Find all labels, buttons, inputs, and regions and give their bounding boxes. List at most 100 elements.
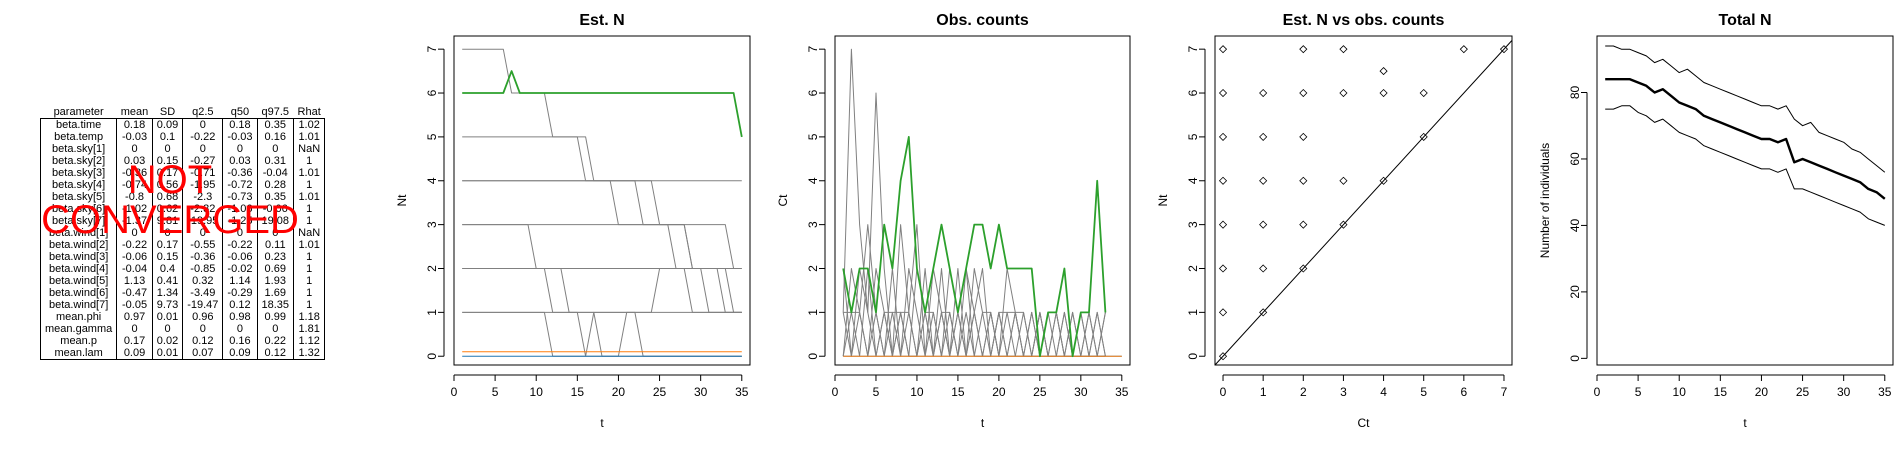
column-header: q97.5 (261, 106, 290, 118)
y-tick-label: 1 (1186, 309, 1200, 316)
table-cell: 0.62 (151, 203, 184, 215)
y-tick-label: 2 (425, 265, 439, 272)
table-cell: 0.16 (256, 131, 295, 143)
series-line (1605, 105, 1885, 226)
chart-title: Est. N (579, 12, 624, 29)
series-line (462, 136, 742, 269)
table-cell: 0.12 (182, 335, 224, 347)
x-tick-label: 20 (1755, 385, 1769, 399)
table-cell: 1.14 (222, 275, 258, 287)
table-cell: 0.99 (256, 311, 295, 323)
table-cell: 0.22 (256, 335, 295, 347)
table-cell: 0.09 (151, 118, 184, 131)
table-cell: 0.02 (151, 335, 184, 347)
table-cell: 0.07 (182, 347, 224, 360)
column-header: parameter (53, 106, 104, 118)
y-tick-label: 6 (1186, 89, 1200, 96)
table-row: beta.sky[3] -0.36 0.17 -0.71 -0.36 -0.04 1.01 (39, 167, 326, 179)
x-tick-label: 5 (873, 385, 880, 399)
table-row: beta.sky[5] -0.8 0.68 -2.3 -0.73 0.35 1.01 (39, 191, 326, 203)
y-tick-label: 7 (425, 46, 439, 53)
scatter-point (1339, 220, 1348, 229)
scatter-point (1218, 88, 1228, 98)
table-row: mean.p 0.17 0.02 0.12 0.16 0.22 1.12 (39, 335, 326, 347)
scatter-point (1339, 176, 1348, 185)
y-tick-label: 3 (806, 221, 820, 228)
scatter-point (1259, 88, 1268, 98)
scatter-point (1419, 88, 1428, 98)
y-tick-label: 1 (425, 309, 439, 316)
identity-line (1214, 40, 1513, 366)
y-tick-label: 0 (1568, 355, 1582, 362)
scatter-point (1299, 132, 1308, 141)
table-cell: 0.03 (222, 155, 258, 167)
plot-frame (1214, 35, 1513, 366)
table-cell: 1 (293, 299, 326, 311)
x-tick-label: 10 (1673, 385, 1687, 399)
table-cell: beta.time (39, 118, 118, 131)
parameter-table-panel: parameter mean SD q2.5 q50 q97.5 Rhat beta.tim… (39, 106, 370, 360)
y-tick-label: 7 (806, 46, 820, 53)
scatter-point (1299, 176, 1308, 185)
series-line (462, 70, 743, 138)
x-tick-label: 2 (1300, 385, 1307, 399)
table-cell: beta.wind[7] (39, 299, 118, 311)
x-tick-label: 0 (1220, 385, 1227, 399)
x-tick-label: 4 (1380, 385, 1387, 399)
table-cell: -0.03 (222, 131, 258, 143)
scatter-point (1299, 220, 1308, 229)
table-cell: 1 (293, 263, 326, 275)
y-tick-label: 0 (425, 353, 439, 360)
table-row: beta.sky[1] 0 0 0 0 0 NaN (39, 143, 326, 155)
scatter-point (1259, 264, 1268, 273)
table-cell: -2.3 (182, 191, 224, 203)
table-cell: 0.69 (256, 263, 295, 275)
series-line (462, 180, 742, 313)
x-tick-label: 15 (951, 385, 965, 399)
table-cell: 1.02 (293, 118, 326, 131)
scatter-point (1419, 132, 1428, 141)
column-header: q50 (230, 106, 250, 118)
table-row: beta.wind[6] -0.47 1.34 -3.49 -0.29 1.69 1 (39, 287, 326, 299)
table-cell: beta.temp (39, 131, 118, 143)
x-tick-label: 35 (1115, 385, 1129, 399)
x-tick-label: 35 (1878, 385, 1892, 399)
scatter-point (1339, 45, 1348, 54)
table-cell: 18.35 (256, 299, 295, 311)
table-cell: -0.8 (116, 191, 153, 203)
y-axis-label: Number of individuals (1538, 143, 1552, 258)
table-cell: NaN (293, 227, 326, 239)
chart-panel: Est. N 0 5 10 15 20 25 30 35 0 1 2 3 4 5 6 7 t Nt (395, 12, 751, 430)
table-cell: 1.01 (293, 131, 326, 143)
table-row: mean.phi 0.97 0.01 0.96 0.98 0.99 1.18 (39, 311, 326, 323)
series-line (1605, 45, 1886, 173)
scatter-point (1259, 220, 1268, 229)
scatter-point (1299, 45, 1308, 54)
table-row: beta.wind[4] -0.04 0.4 -0.85 -0.02 0.69 1 (39, 263, 326, 275)
y-tick-label: 0 (806, 353, 820, 360)
x-tick-label: 0 (1594, 385, 1601, 399)
table-cell: -1.37 (116, 215, 153, 227)
table-cell: mean.gamma (39, 323, 118, 335)
y-tick-label: 3 (425, 221, 439, 228)
x-tick-label: 5 (1420, 385, 1427, 399)
table-row: beta.sky[4] -0.74 0.56 -1.95 -0.72 0.28 1 (39, 179, 326, 191)
table-cell: -0.55 (182, 239, 224, 251)
table-cell: 0.96 (182, 311, 224, 323)
series-line (842, 268, 1106, 357)
y-tick-label: 2 (1186, 265, 1200, 272)
table-cell: 0.4 (151, 263, 184, 275)
scatter-point (1299, 264, 1308, 273)
column-header: SD (159, 106, 176, 118)
table-cell: 1.01 (293, 239, 326, 251)
table-cell: -0.02 (222, 263, 258, 275)
y-tick-label: 5 (1186, 133, 1200, 140)
table-cell: 9.73 (151, 299, 184, 311)
column-header: Rhat (297, 106, 321, 118)
table-row: beta.wind[3] -0.06 0.15 -0.36 -0.06 0.23 1 (39, 251, 326, 263)
table-row: mean.gamma 0 0 0 0 0 1.81 (39, 323, 326, 335)
plot-frame (1596, 35, 1894, 366)
chart-panel: Est. N vs obs. counts 0 1 2 3 4 5 6 7 0 1 2 3 4 5 6 7 Ct N… (1156, 12, 1513, 430)
table-cell: -0.06 (256, 203, 295, 215)
